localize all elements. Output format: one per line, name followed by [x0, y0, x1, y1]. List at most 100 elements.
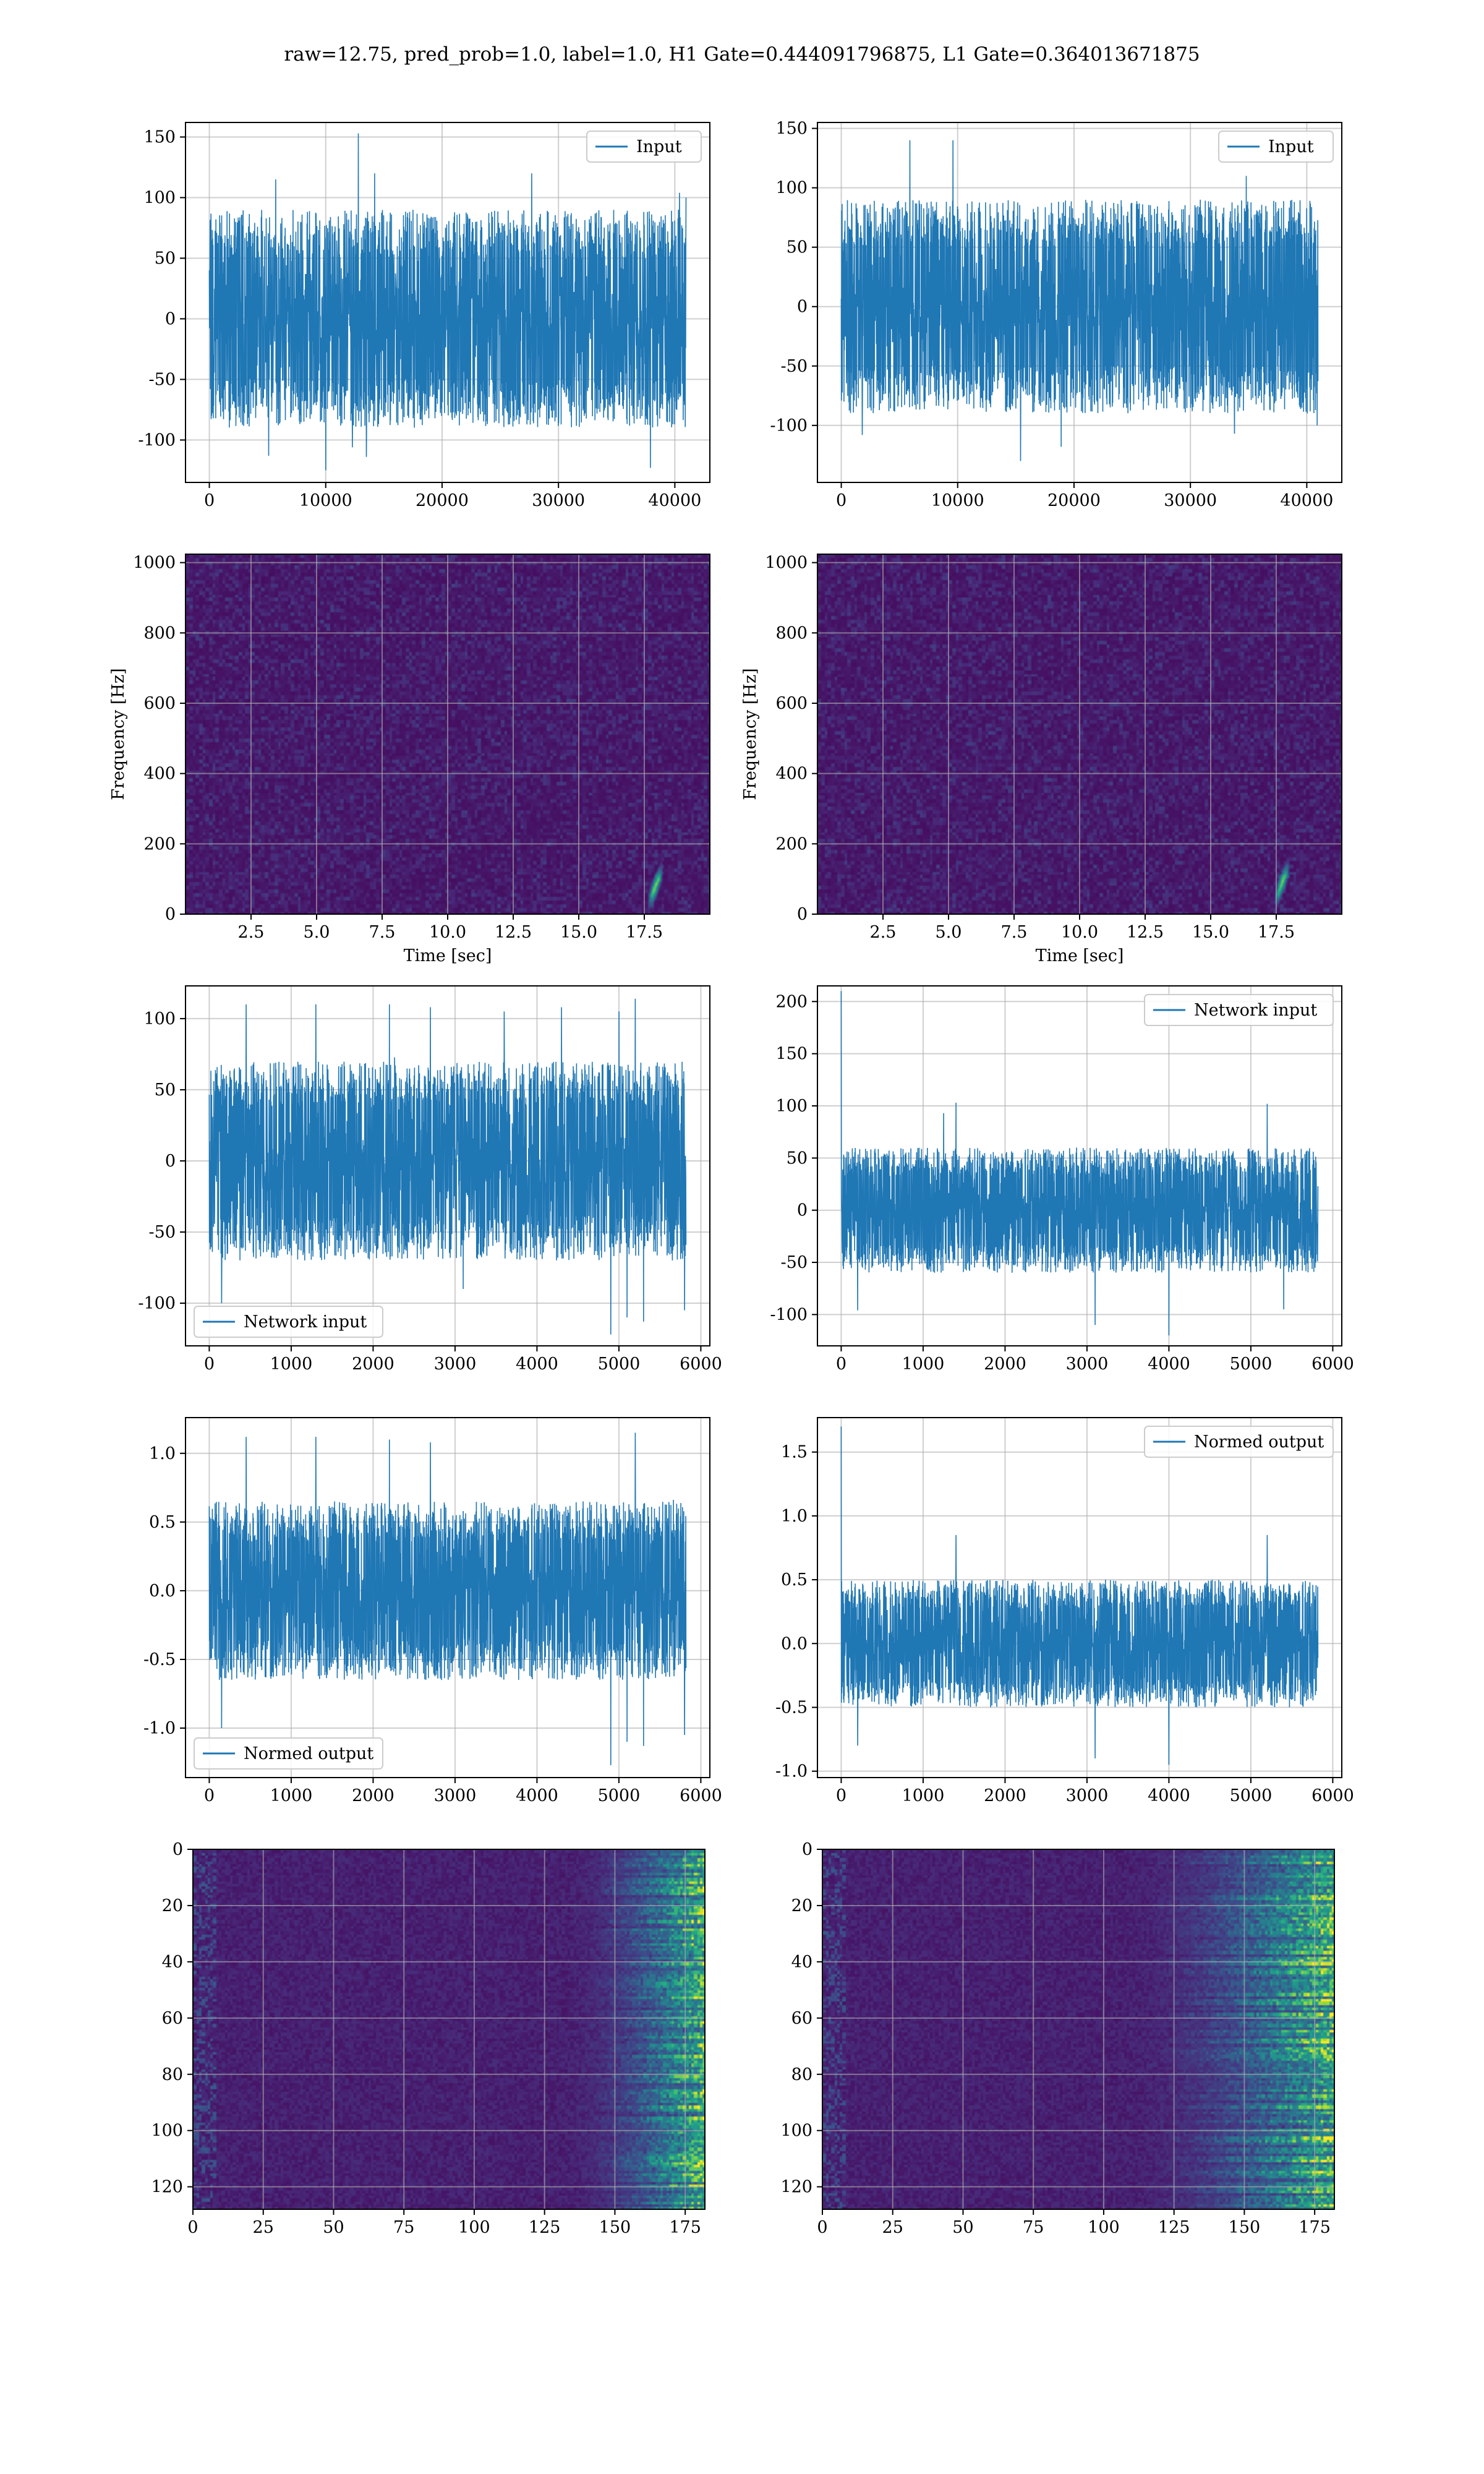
- legend: Network input: [1144, 994, 1334, 1026]
- y-tick-label: 0.0: [149, 1582, 176, 1601]
- x-tick-label: 2000: [984, 1786, 1026, 1805]
- series-line: [208, 133, 687, 471]
- x-tick-label: 0: [836, 1786, 846, 1805]
- y-tick-label: 200: [775, 834, 808, 854]
- x-tick-label: 3000: [434, 1355, 477, 1374]
- axes-frame: [185, 1417, 710, 1778]
- y-tick-label: 100: [143, 188, 176, 207]
- y-tick-label: 1.0: [149, 1444, 176, 1463]
- x-tick-label: 0: [187, 2218, 198, 2237]
- x-tick-label: 5000: [598, 1786, 641, 1805]
- legend-box: [1218, 131, 1334, 163]
- y-tick-label: -1.0: [775, 1762, 808, 1781]
- x-tick-label: 50: [323, 2218, 344, 2237]
- y-tick-label: 0: [797, 1201, 808, 1220]
- axes-frame: [817, 985, 1342, 1346]
- x-tick-label: 25: [882, 2218, 903, 2237]
- legend-box: [194, 1737, 383, 1770]
- y-tick-label: 100: [143, 1009, 176, 1029]
- legend-label: Input: [1268, 137, 1314, 156]
- x-tick-label: 5000: [598, 1355, 641, 1374]
- legend: Input: [1218, 131, 1334, 163]
- x-tick-label: 175: [1298, 2218, 1331, 2237]
- y-tick-label: -100: [138, 430, 176, 450]
- axes-frame: [192, 1849, 706, 2210]
- x-tick-label: 40000: [648, 491, 701, 510]
- x-tick-label: 17.5: [1258, 923, 1295, 942]
- x-tick-label: 150: [1229, 2218, 1261, 2237]
- x-axis-label: Time [sec]: [1036, 946, 1124, 965]
- y-tick-label: -0.5: [775, 1698, 808, 1717]
- y-tick-label: 40: [162, 1953, 183, 1972]
- subplot-feature-map-h1: 0 25 50 75 100 125 150 175 0 20 40 60 80 100 120: [151, 1840, 706, 2237]
- x-tick-label: 50: [952, 2218, 973, 2237]
- legend: Normed output: [194, 1737, 383, 1770]
- x-tick-label: 100: [1088, 2218, 1120, 2237]
- series-line: [208, 998, 687, 1335]
- x-tick-label: 6000: [680, 1786, 722, 1805]
- legend-label: Network input: [1194, 1001, 1317, 1020]
- y-axis-label: Frequency [Hz]: [741, 668, 760, 800]
- x-axis-label: Time [sec]: [404, 946, 492, 965]
- y-tick-label: 20: [162, 1896, 183, 1915]
- x-tick-label: 5000: [1230, 1786, 1273, 1805]
- y-tick-label: 0: [797, 297, 808, 317]
- y-tick-label: 50: [787, 238, 808, 257]
- x-tick-label: 15.0: [560, 923, 597, 942]
- x-tick-label: 3000: [1066, 1786, 1109, 1805]
- legend-box: [1144, 994, 1334, 1026]
- subplot-input-l1: 0 10000 20000 30000 40000 -100 -50 0 50 100 150 Inp…: [770, 119, 1342, 510]
- y-tick-label: 1000: [133, 554, 176, 573]
- y-tick-label: 60: [791, 2009, 812, 2028]
- y-tick-label: 1.5: [781, 1443, 808, 1462]
- y-tick-label: 400: [775, 764, 808, 784]
- x-tick-label: 12.5: [1127, 923, 1164, 942]
- y-tick-label: 600: [143, 694, 176, 713]
- y-tick-label: 400: [143, 764, 176, 784]
- y-tick-label: 80: [791, 2065, 812, 2084]
- x-tick-label: 12.5: [495, 923, 532, 942]
- y-tick-label: 60: [162, 2009, 183, 2028]
- legend-box: [1144, 1426, 1334, 1458]
- subplot-network-input-h1: 0 1000 2000 3000 4000 5000 6000 -100 -50 0 50 100 Ne…: [138, 985, 722, 1374]
- y-tick-label: -0.5: [143, 1650, 176, 1669]
- y-tick-label: -100: [770, 416, 808, 435]
- y-tick-label: 0: [173, 1840, 183, 1859]
- y-tick-label: 100: [775, 179, 808, 198]
- x-tick-label: 40000: [1280, 491, 1333, 510]
- y-tick-label: 0: [797, 905, 808, 924]
- y-tick-label: 600: [775, 694, 808, 713]
- legend-box: [586, 131, 702, 163]
- x-tick-label: 0: [817, 2218, 827, 2237]
- y-tick-label: 200: [775, 992, 808, 1011]
- y-tick-label: 0: [165, 309, 176, 328]
- series-line: [840, 991, 1319, 1336]
- axes-frame: [185, 985, 710, 1346]
- legend: Network input: [194, 1306, 383, 1338]
- axes-frame: [185, 122, 710, 483]
- legend-box: [194, 1306, 383, 1338]
- x-tick-label: 150: [599, 2218, 631, 2237]
- x-tick-label: 2000: [352, 1786, 394, 1805]
- legend-label: Normed output: [1194, 1432, 1324, 1452]
- x-tick-label: 10.0: [429, 923, 466, 942]
- x-tick-label: 75: [1023, 2218, 1044, 2237]
- x-tick-label: 1000: [902, 1786, 945, 1805]
- x-tick-label: 10.0: [1061, 923, 1098, 942]
- y-tick-label: 150: [775, 1045, 808, 1064]
- x-tick-label: 5000: [1230, 1355, 1273, 1374]
- x-tick-label: 15.0: [1192, 923, 1229, 942]
- y-tick-label: 800: [775, 623, 808, 643]
- y-tick-label: 150: [143, 128, 176, 147]
- y-tick-label: 0.5: [781, 1570, 808, 1590]
- y-tick-label: -50: [149, 370, 176, 389]
- x-tick-label: 2000: [352, 1355, 394, 1374]
- figure-title: raw=12.75, pred_prob=1.0, label=1.0, H1 …: [284, 43, 1200, 66]
- y-tick-label: 100: [780, 2121, 812, 2141]
- y-tick-label: 50: [155, 1081, 176, 1100]
- x-tick-label: 10000: [299, 491, 352, 510]
- y-tick-label: 0: [165, 1152, 176, 1171]
- y-tick-label: 100: [151, 2121, 183, 2141]
- subplot-normed-output-h1: 0 1000 2000 3000 4000 5000 6000 -1.0 -0.5 0.0 0.5 1…: [143, 1417, 722, 1805]
- legend-label: Network input: [244, 1312, 367, 1332]
